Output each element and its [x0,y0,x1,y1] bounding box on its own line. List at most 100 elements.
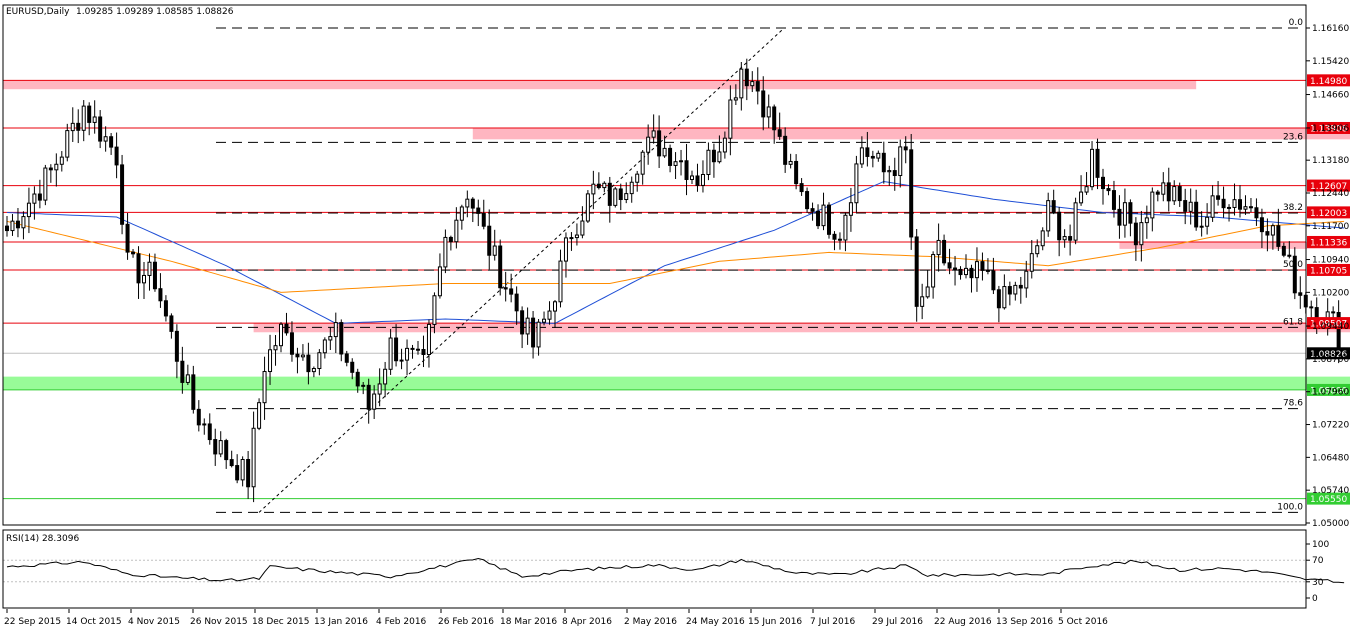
candle [1018,276,1023,304]
candle [651,114,656,144]
candle-body [837,238,842,241]
candle-body [553,301,557,312]
candle-body [235,465,240,481]
candle [1194,189,1199,231]
candle-body [372,393,377,410]
candle-body [1281,245,1286,256]
candle [799,178,804,196]
candle [437,253,442,299]
candle [591,170,596,210]
candle [887,165,892,186]
candle [235,454,240,484]
last-price-tag: 1.08826 [1310,350,1347,360]
candle-body [1243,206,1248,210]
candle-body [662,147,667,157]
candle [131,248,136,258]
candle-body [673,161,678,166]
resistance-price-tag-5-bg [1307,263,1350,276]
candle-body [635,173,640,183]
candle [246,451,251,499]
candle-body [613,188,618,206]
candle [372,385,377,420]
date-axis-label-10: 2 May 2016 [624,617,677,627]
candle-body [717,151,722,163]
candle-body [240,458,245,481]
candle [1243,195,1248,215]
resistance-price-tag-4: 1.11336 [1310,238,1347,248]
price-axis-label-15: 1.05000 [1312,519,1349,529]
candle-body [531,317,536,348]
candle-body [152,261,157,290]
candle [1221,186,1226,218]
candle-body [1188,201,1193,212]
resistance-price-tag-2-bg [1307,179,1350,192]
candle [317,349,322,376]
candle-body [728,99,733,139]
candle-body [1292,255,1297,294]
candle [1090,141,1095,191]
candle [448,235,453,251]
frame-layer [2,4,1307,609]
candle [1166,167,1171,212]
candle-body [1287,254,1292,257]
candle [783,127,788,173]
candle-body [985,269,990,272]
candle-body [783,135,788,165]
candle-body [388,337,393,370]
candle-body [558,260,563,303]
support-zone-7 [3,376,1350,390]
candle [1122,188,1127,238]
resistance-price-tag-3: 1.12003 [1310,209,1347,219]
candle-body [333,322,338,338]
support-price-tag-8-bg [1307,492,1350,505]
candle-body [706,149,711,175]
candle-body [142,274,146,284]
candle [322,337,327,359]
fibonacci-level-label-4: 61.8 [1283,317,1303,327]
candle [684,143,689,196]
date-axis-label-9: 8 Apr 2016 [562,617,612,627]
candle-body [514,293,519,312]
price-tags-layer: 1.14980 1.13906 1.12607 1.12003 1.11336 1.107… [1307,74,1350,505]
candle-body [48,167,53,171]
candle [1161,172,1166,202]
candle [1139,210,1144,262]
candle [711,143,716,178]
candle-body [722,137,727,153]
candle [618,183,623,211]
candle-body [202,423,207,426]
candle-body [207,423,212,441]
axes-layer: 1.16160 1.15420 1.14660 1.13906 1.13180 1.124… [4,24,1349,627]
candle [920,283,925,320]
candle-body [711,149,716,163]
candle-body [618,188,623,201]
candle-body [914,236,919,307]
candle [1111,180,1116,218]
candle [673,152,678,179]
candle [777,112,782,140]
candle-body [1331,311,1336,314]
rsi-line [6,557,1345,584]
candle [1232,183,1237,216]
candle-body [668,147,673,166]
candle-body [191,374,196,410]
candle-body [980,261,985,271]
candle-body [1232,199,1237,208]
candle [15,208,20,238]
candle [1205,203,1210,235]
candle [1029,240,1034,279]
candle-body [1161,182,1166,195]
candle [1128,199,1133,237]
candle [76,109,81,144]
candle [470,197,475,223]
candle [536,318,541,356]
candle [125,213,130,260]
candle [1188,188,1193,225]
date-axis-label-1: 14 Oct 2015 [66,617,122,627]
candle-body [26,202,31,218]
candle-body [640,151,645,175]
candle-body [1254,207,1259,219]
candle [1227,204,1232,222]
